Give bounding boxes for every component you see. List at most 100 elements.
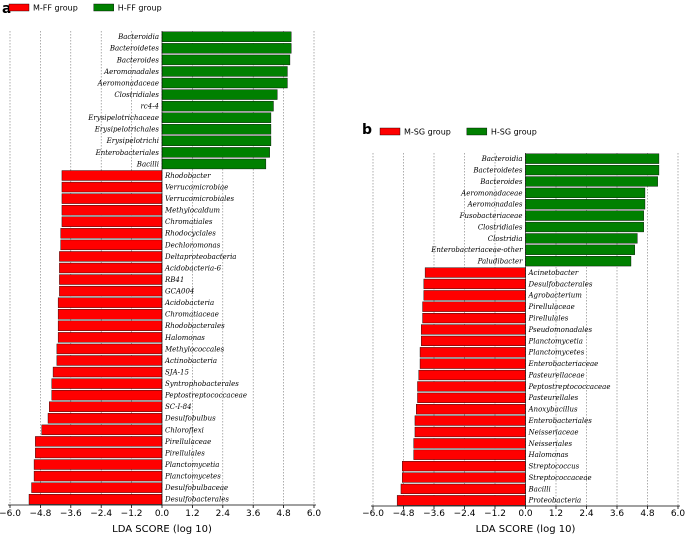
- panel-a-bar-erysipelotrichales: [161, 124, 272, 135]
- panel-b-bar-label-halomonas: Halomonas: [528, 451, 569, 459]
- panel-a-tick-label: 2.4: [216, 509, 231, 519]
- panel-a-tick-label: 4.8: [276, 509, 291, 519]
- panel-b-bar-neisseriaceae: [414, 426, 526, 438]
- panel-b-bar-label-bacteroidia: Bacteroidia: [481, 155, 523, 163]
- panel-b-legend-label-m-sg-group: M-SG group: [404, 128, 451, 137]
- panel-b-bar-planctomycetes: [419, 347, 526, 358]
- panel-a-bar-planctomycetia: [33, 459, 163, 470]
- panel-b-bar-label-aeromonadaceae: Aeromonadaceae: [460, 189, 522, 197]
- panel-b-tick-label: 6.0: [671, 509, 685, 519]
- panel-b-bar-label-bacilli: Bacilli: [528, 485, 551, 493]
- panel-a-bar-label-pirellulales: Pirellulales: [164, 449, 205, 457]
- panel-a-bar-label-enterobacteriales: Enterobacteriales: [95, 149, 160, 157]
- panel-b-tick-label: −2.4: [454, 509, 476, 519]
- panel-a-bar-label-erysipelotrichaceae: Erysipelotrichaceae: [87, 114, 159, 122]
- panel-b-bar-label-enterobacteriales: Enterobacteriales: [528, 417, 593, 425]
- panel-a-bar-chromatiaceae: [57, 309, 163, 320]
- panel-b-legend-swatch-h-sg-group: [466, 127, 488, 136]
- panel-a-legend-label-h-ff-group: H-FF group: [118, 4, 162, 13]
- panel-a-tick-label: 1.2: [185, 509, 199, 519]
- panel-b-bar-label-neisseriaceae: Neisseriaceae: [528, 428, 579, 436]
- panel-b-bar-aeromonadales: [525, 199, 646, 210]
- panel-a-bar-label-rc4-4: rc4-4: [140, 103, 159, 111]
- panel-a-bar-pirellulales: [35, 447, 163, 459]
- panel-a-bar-bacteroides: [161, 54, 291, 66]
- panel-a-bar-chloroflexi: [41, 424, 163, 436]
- panel-b-bar-agrobacterium: [423, 290, 526, 301]
- panel-a-bar-methylocaldum: [61, 205, 163, 216]
- panel-b-bar-label-pirellulales: Pirellulales: [528, 315, 569, 323]
- panel-a-legend-label-m-ff-group: M-FF group: [33, 4, 78, 13]
- panel-a-bar-chromatiales: [61, 216, 163, 227]
- panel-b-bar-peptostreptococcaceae: [417, 381, 526, 392]
- panel-a-bar-label-syntrophobacterales: Syntrophobacterales: [165, 380, 239, 388]
- panel-a-bar-label-planctomycetia: Planctomycetia: [164, 461, 219, 469]
- panel-b-bar-pirellulaceae: [422, 301, 526, 312]
- panel-a-bar-label-deltaproteobacteria: Deltaproteobacteria: [164, 253, 236, 261]
- panel-a-tick-label: −2.4: [90, 509, 112, 519]
- panel-a-bar-label-planctomycetes: Planctomycetes: [164, 472, 221, 480]
- panel-b-tick-label: −3.6: [423, 509, 445, 519]
- panel-b-tick-label: −1.2: [484, 509, 506, 519]
- panel-a-bar-deltaproteobacteria: [59, 251, 163, 262]
- panel-a-bar-desulfobulbaceae: [31, 482, 163, 493]
- panel-a-bar-rhodocyclales: [60, 228, 163, 239]
- panel-b-bar-clostridia: [525, 233, 638, 244]
- panel-b: b M-SG group H-SG group −6.0 −4.8 −3.6 −2.4 −1.…: [362, 122, 685, 535]
- panel-b-bar-planctomycetia: [421, 335, 526, 346]
- panel-b-bar-label-anoxybacillus: Anoxybacillus: [528, 406, 578, 414]
- panel-a-bar-sc-i-84: [49, 401, 163, 412]
- panel-b-bar-label-desulfobacterales: Desulfobacterales: [528, 280, 593, 288]
- panel-a-bar-label-erysipelotrichi: Erysipelotrichi: [106, 137, 159, 145]
- panel-b-bar-label-streptococcus: Streptococcus: [529, 463, 580, 471]
- panel-a-tick-label: −1.2: [121, 509, 143, 519]
- panel-a-bar-desulfobulbus: [47, 413, 163, 424]
- panel-b-bar-label-pasteurellaceae: Pasteurellaceae: [528, 371, 585, 379]
- panel-a-bar-label-erysipelotrichales: Erysipelotrichales: [94, 126, 160, 134]
- panel-a-bar-label-desulfobulbaceae: Desulfobulbaceae: [164, 484, 228, 492]
- panel-b-bar-streptococcus: [402, 461, 526, 472]
- panel-a-bar-label-acidobacteria: Acidobacteria: [164, 299, 214, 307]
- panel-b-bar-pasteurellaceae: [418, 369, 526, 381]
- panel-a-bar-pirellulaceae: [35, 436, 163, 447]
- panel-a-bar-methylococcales: [56, 343, 163, 355]
- panel-b-bar-anoxybacillus: [416, 404, 526, 415]
- panel-b-bar-label-enterobacteriaceae-other: Enterobacteriaceae-other: [430, 246, 523, 254]
- panel-a-bar-label-bacteroidia: Bacteroidia: [117, 33, 159, 41]
- panel-b-bar-label-agrobacterium: Agrobacterium: [528, 292, 583, 300]
- panel-a-bar-aeromonadales: [161, 66, 288, 77]
- panel-a-bar-label-gca004: GCA004: [165, 288, 194, 296]
- panel-a-bar-erysipelotrichi: [161, 135, 272, 147]
- panel-a-bar-enterobacteriales: [161, 147, 270, 158]
- panel-b-bar-label-paludibacter: Paludibacter: [477, 258, 524, 266]
- panel-b-bar-fusobacteriaceae: [525, 210, 644, 221]
- panel-a-bar-halomonas: [57, 332, 163, 343]
- panel-b-legend-swatch-m-sg-group: [379, 127, 401, 136]
- panel-a-legend-swatch-h-ff-group: [93, 3, 114, 12]
- panel-a-bar-label-methylococcales: Methylococcales: [164, 345, 225, 353]
- panel-a-bar-gca004: [59, 285, 163, 297]
- panel-b-bar-halomonas: [413, 449, 526, 460]
- panel-b-bar-acinetobacter: [424, 267, 526, 278]
- panel-a-bar-label-methylocaldum: Methylocaldum: [164, 207, 220, 215]
- panel-b-bar-bacteroides: [525, 176, 658, 187]
- panel-b-bar-label-planctomycetes: Planctomycetes: [528, 349, 585, 357]
- panel-b-bar-label-streptococcaceae: Streptococcaceae: [529, 474, 592, 482]
- panel-a-bar-verrucomicrobiae: [61, 181, 163, 193]
- panel-b-bar-label-pseudomonadales: Pseudomonadales: [528, 326, 593, 334]
- panel-b-tick-label: −4.8: [393, 509, 415, 519]
- panel-a-bar-acidobacteria: [57, 297, 163, 308]
- panel-b-bar-pirellulales: [422, 313, 526, 324]
- panel-b-bar-label-clostridiales: Clostridiales: [478, 223, 523, 231]
- panel-a-letter: a: [2, 1, 11, 17]
- panel-b-legend-label-h-sg-group: H-SG group: [491, 128, 537, 137]
- panel-a-bar-rb41: [59, 274, 163, 285]
- panel-b-bar-desulfobacterales: [423, 278, 526, 290]
- panel-b-bar-label-neisseriales: Neisseriales: [528, 440, 573, 448]
- panel-a-bar-label-rhodocyclales: Rhodocyclales: [164, 230, 216, 238]
- panel-a-bar-label-rhodobacterales: Rhodobacterales: [164, 322, 225, 330]
- panel-b-bar-streptococcaceae: [402, 472, 526, 483]
- panel-a-bar-label-dechloromonas: Dechloromonas: [164, 241, 221, 249]
- panel-a-bar-syntrophobacterales: [51, 378, 163, 389]
